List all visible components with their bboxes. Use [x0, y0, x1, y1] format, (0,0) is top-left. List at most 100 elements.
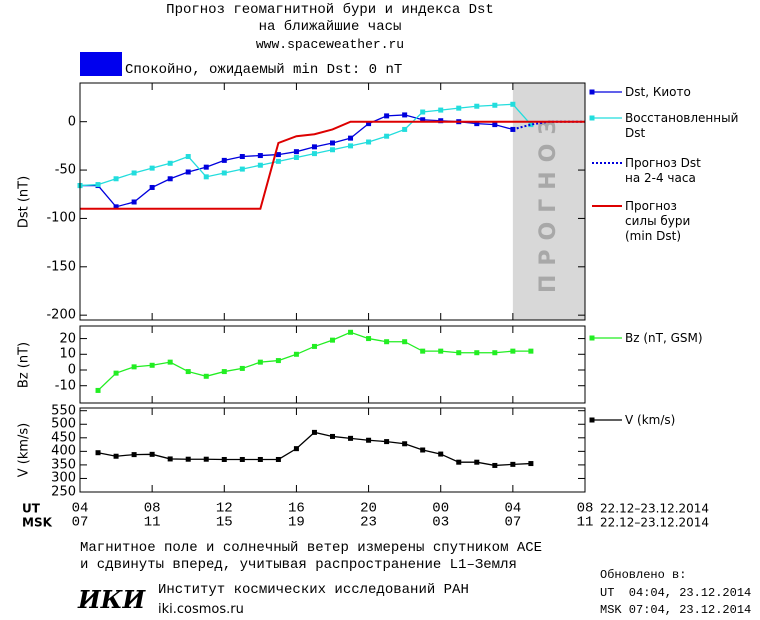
data-point — [366, 437, 372, 443]
legend-label: Bz (nT, GSM) — [625, 331, 703, 345]
legend-marker — [589, 89, 595, 95]
x-tick-label: 20 — [360, 500, 377, 517]
data-point — [113, 176, 119, 182]
y-tick-label: 350 — [51, 457, 76, 473]
data-point — [203, 174, 209, 180]
series-line — [97, 431, 531, 467]
url: www.spaceweather.ru — [255, 37, 405, 52]
data-point — [510, 348, 516, 354]
x-tick-label-msk: 03 — [432, 514, 450, 531]
range-ut: 22.12–23.12.2014 — [600, 501, 710, 516]
data-point — [528, 122, 534, 128]
logo: ИКИ — [78, 585, 146, 614]
data-point — [167, 359, 173, 365]
data-point — [384, 133, 390, 139]
data-point — [149, 165, 155, 171]
data-point — [203, 373, 209, 379]
data-point — [402, 339, 408, 345]
x-tick-label-msk: 07 — [504, 514, 522, 531]
data-point — [474, 121, 480, 127]
data-point — [257, 162, 263, 168]
x-tick-label: 12 — [215, 500, 233, 517]
data-point — [330, 337, 335, 343]
title: Прогноз геомагнитной бури и индекса Dst — [166, 2, 494, 18]
series-line — [79, 103, 532, 187]
data-point — [275, 456, 281, 462]
data-point — [330, 140, 335, 146]
note: Магнитное поле и солнечный ветер измерен… — [80, 540, 543, 573]
plot-frame — [79, 407, 586, 493]
forecast-label: ПРОГНОЗ — [536, 110, 561, 293]
y-tick-label: 0 — [67, 362, 76, 378]
data-point — [293, 154, 299, 160]
data-point — [492, 350, 498, 356]
data-point — [311, 151, 317, 157]
data-point — [330, 433, 335, 439]
status: Спокойно, ожидаемый min Dst: 0 nT — [125, 62, 403, 78]
legend-label: Восстановленный Dst — [625, 111, 739, 140]
y-tick-label: 250 — [51, 484, 76, 500]
data-point — [203, 164, 209, 170]
y-tick-label: 0 — [67, 114, 76, 130]
data-point — [456, 459, 462, 465]
data-point — [149, 451, 155, 457]
series-line — [512, 120, 585, 131]
y-axis-label: V (km/s) — [16, 422, 32, 478]
data-point — [95, 182, 101, 188]
plot-frame — [79, 325, 586, 404]
x-tick-label-msk: 15 — [215, 514, 233, 531]
y-tick-label: 10 — [59, 346, 76, 362]
data-point — [167, 160, 173, 166]
data-point — [239, 166, 245, 172]
data-point — [131, 199, 137, 205]
data-point — [185, 369, 191, 375]
x-tick-label: 08 — [143, 500, 161, 517]
y-axis-label: Bz (nT) — [16, 341, 32, 388]
data-point — [348, 329, 354, 335]
x-tick-label: 00 — [432, 500, 450, 517]
data-point — [239, 154, 245, 160]
data-point — [311, 343, 317, 349]
legend-label: Прогноз Dst на 2-4 часа — [625, 156, 701, 185]
institute: Институт космических исследований РАН — [158, 582, 469, 598]
data-point — [438, 107, 444, 113]
y-tick-label: 20 — [59, 331, 76, 347]
data-point — [384, 439, 390, 445]
data-point — [492, 122, 498, 128]
data-point — [492, 102, 498, 108]
data-point — [528, 461, 534, 467]
data-point — [293, 446, 299, 452]
data-point — [257, 153, 263, 159]
data-point — [384, 113, 390, 119]
data-point — [456, 105, 462, 111]
data-point — [510, 461, 516, 467]
x-tick-label-msk: 23 — [360, 514, 377, 531]
series-line — [80, 114, 514, 208]
ut-label: UT — [22, 501, 40, 516]
series-line — [97, 331, 531, 391]
x-tick-label-msk: 19 — [288, 514, 305, 531]
data-point — [257, 359, 263, 365]
status-box — [80, 52, 122, 76]
subtitle: на ближайшие часы — [258, 19, 402, 35]
data-point — [275, 358, 281, 364]
data-point — [131, 452, 137, 458]
data-point — [348, 143, 354, 149]
x-tick-label-msk: 11 — [576, 514, 594, 531]
data-point — [257, 456, 263, 462]
data-point — [221, 456, 227, 462]
legend-marker — [589, 417, 595, 423]
y-tick-label: -50 — [54, 162, 76, 178]
data-point — [203, 456, 209, 462]
data-point — [402, 441, 408, 447]
data-point — [348, 435, 354, 441]
data-point — [221, 369, 227, 375]
data-point — [348, 135, 354, 141]
data-point — [456, 350, 462, 356]
updated: Обновлено в: — [600, 568, 687, 582]
series-line — [80, 120, 585, 210]
x-tick-label: 04 — [504, 500, 522, 517]
y-tick-label: 300 — [51, 470, 76, 486]
data-point — [384, 339, 390, 345]
